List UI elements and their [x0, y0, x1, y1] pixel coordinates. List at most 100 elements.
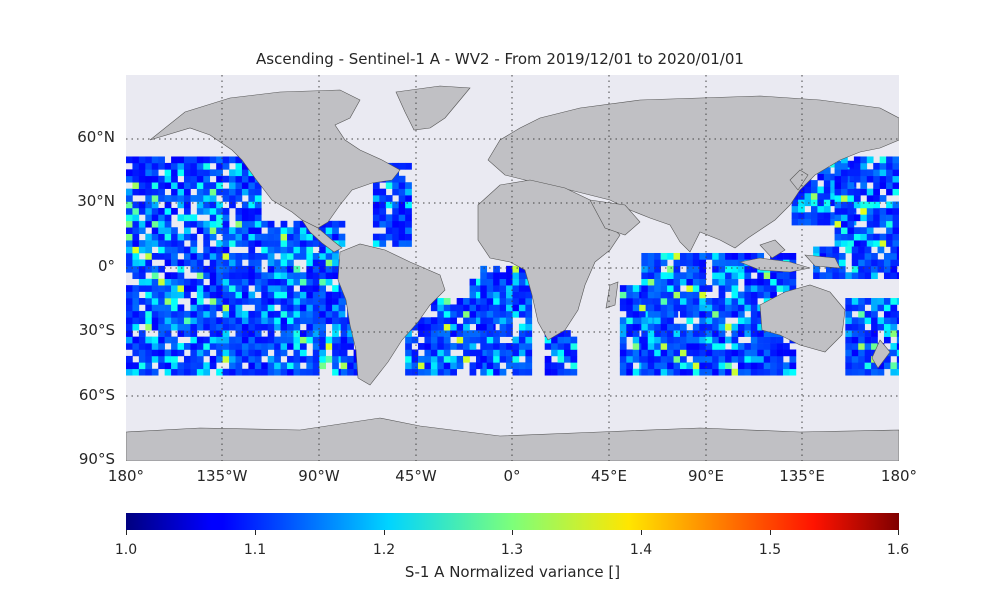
- data-cell: [463, 349, 470, 357]
- data-cell: [705, 336, 713, 344]
- data-cell: [654, 323, 661, 331]
- data-cell: [823, 205, 831, 213]
- data-cell: [877, 265, 885, 273]
- data-cell: [405, 188, 412, 196]
- data-cell: [325, 310, 333, 318]
- data-cell: [750, 252, 758, 260]
- data-cell: [254, 207, 262, 215]
- data-cell: [686, 291, 694, 299]
- data-cell: [437, 336, 445, 344]
- colorbar-tick: 1.4: [629, 542, 653, 558]
- data-cell: [411, 368, 419, 376]
- data-cell: [145, 182, 153, 189]
- data-cell: [424, 343, 432, 350]
- data-cell: [248, 362, 256, 370]
- data-cell: [241, 285, 249, 292]
- data-cell: [731, 259, 739, 267]
- lat-tick-60s: 60°S: [78, 386, 115, 404]
- data-cell: [424, 336, 432, 344]
- data-cell: [132, 252, 140, 260]
- data-cell: [164, 285, 172, 292]
- data-cell: [248, 214, 256, 222]
- data-cell: [177, 362, 185, 370]
- data-cell: [830, 218, 838, 226]
- data-cell: [686, 362, 694, 370]
- data-cell: [405, 162, 412, 170]
- data-cell: [864, 355, 872, 363]
- data-cell: [222, 368, 230, 376]
- data-cell: [280, 317, 288, 325]
- data-cell: [196, 291, 204, 299]
- data-cell: [151, 355, 159, 363]
- data-cell: [229, 227, 236, 234]
- data-cell: [712, 310, 719, 318]
- data-cell: [744, 362, 752, 370]
- data-cell: [164, 207, 172, 215]
- data-cell: [319, 362, 326, 370]
- data-cell: [132, 349, 140, 357]
- data-cell: [686, 259, 694, 267]
- data-cell: [518, 265, 526, 273]
- data-cell: [171, 310, 178, 318]
- data-cell: [896, 259, 899, 267]
- data-cell: [261, 246, 269, 254]
- data-cells: [126, 156, 899, 376]
- data-cell: [280, 349, 288, 357]
- data-cell: [385, 182, 393, 189]
- data-cell: [896, 298, 899, 305]
- data-cell: [222, 343, 230, 350]
- data-cell: [267, 330, 275, 337]
- data-cell: [825, 272, 833, 280]
- data-cell: [241, 214, 249, 222]
- data-cell: [853, 240, 861, 247]
- data-cell: [267, 304, 275, 312]
- data-cell: [851, 349, 859, 357]
- data-cell: [886, 233, 893, 241]
- data-cell: [853, 169, 861, 177]
- data-cell: [287, 246, 294, 254]
- data-cell: [171, 368, 178, 376]
- data-cell: [392, 162, 399, 170]
- data-cell: [177, 349, 185, 357]
- data-cell: [338, 233, 346, 241]
- data-cell: [267, 227, 275, 234]
- data-cell: [705, 298, 713, 305]
- data-cell: [813, 272, 820, 280]
- data-cell: [871, 265, 878, 273]
- data-cell: [216, 272, 223, 280]
- data-cell: [405, 182, 412, 189]
- data-cell: [518, 368, 526, 376]
- data-cell: [299, 220, 307, 228]
- data-cell: [845, 368, 853, 376]
- data-cell: [274, 259, 281, 267]
- data-cell: [896, 349, 899, 357]
- data-cell: [757, 368, 765, 376]
- data-cell: [267, 285, 275, 292]
- data-cell: [763, 368, 771, 376]
- data-cell: [280, 252, 288, 260]
- data-cell: [332, 298, 339, 305]
- data-cell: [641, 285, 649, 292]
- data-cell: [171, 362, 178, 370]
- data-cell: [486, 368, 494, 376]
- data-cell: [235, 233, 243, 241]
- data-cell: [679, 291, 687, 299]
- data-cell: [280, 368, 288, 376]
- data-cell: [686, 285, 694, 292]
- data-cell: [248, 265, 256, 273]
- data-cell: [647, 265, 655, 273]
- data-cell: [196, 343, 204, 350]
- data-cell: [254, 201, 262, 209]
- data-cell: [482, 362, 490, 370]
- data-cell: [841, 169, 848, 177]
- data-cell: [469, 298, 477, 305]
- data-cell: [647, 278, 655, 286]
- data-cell: [222, 291, 230, 299]
- data-cell: [890, 246, 898, 254]
- data-cell: [241, 317, 249, 325]
- data-cell: [158, 304, 165, 312]
- data-cell: [287, 362, 294, 370]
- data-cell: [216, 259, 223, 267]
- data-cell: [699, 368, 707, 376]
- data-cell: [890, 259, 898, 267]
